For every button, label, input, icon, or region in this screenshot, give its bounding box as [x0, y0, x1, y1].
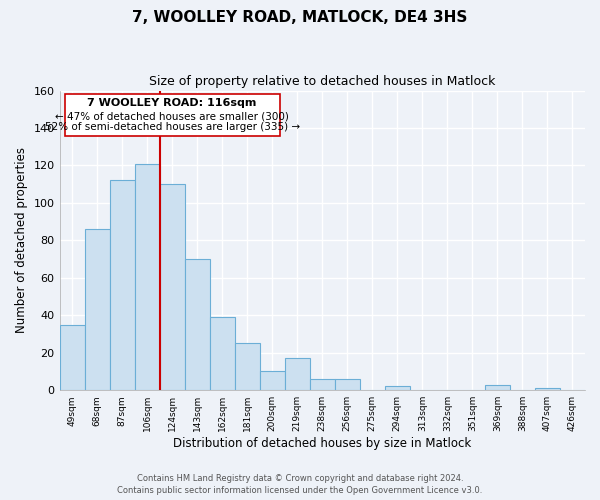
Title: Size of property relative to detached houses in Matlock: Size of property relative to detached ho… — [149, 75, 496, 88]
FancyBboxPatch shape — [65, 94, 280, 136]
Bar — [310, 379, 335, 390]
Bar — [285, 358, 310, 390]
Text: Contains HM Land Registry data © Crown copyright and database right 2024.
Contai: Contains HM Land Registry data © Crown c… — [118, 474, 482, 495]
Bar — [110, 180, 134, 390]
Bar — [335, 379, 360, 390]
Y-axis label: Number of detached properties: Number of detached properties — [15, 148, 28, 334]
Text: 7, WOOLLEY ROAD, MATLOCK, DE4 3HS: 7, WOOLLEY ROAD, MATLOCK, DE4 3HS — [133, 10, 467, 25]
Bar — [185, 259, 209, 390]
Bar — [209, 317, 235, 390]
Bar — [260, 372, 285, 390]
Bar — [535, 388, 560, 390]
Bar — [134, 164, 160, 390]
Text: 52% of semi-detached houses are larger (335) →: 52% of semi-detached houses are larger (… — [44, 122, 300, 132]
X-axis label: Distribution of detached houses by size in Matlock: Distribution of detached houses by size … — [173, 437, 472, 450]
Text: 7 WOOLLEY ROAD: 116sqm: 7 WOOLLEY ROAD: 116sqm — [88, 98, 257, 108]
Bar — [485, 384, 510, 390]
Bar — [160, 184, 185, 390]
Bar — [385, 386, 410, 390]
Text: ← 47% of detached houses are smaller (300): ← 47% of detached houses are smaller (30… — [55, 111, 289, 121]
Bar — [235, 344, 260, 390]
Bar — [59, 324, 85, 390]
Bar — [85, 229, 110, 390]
